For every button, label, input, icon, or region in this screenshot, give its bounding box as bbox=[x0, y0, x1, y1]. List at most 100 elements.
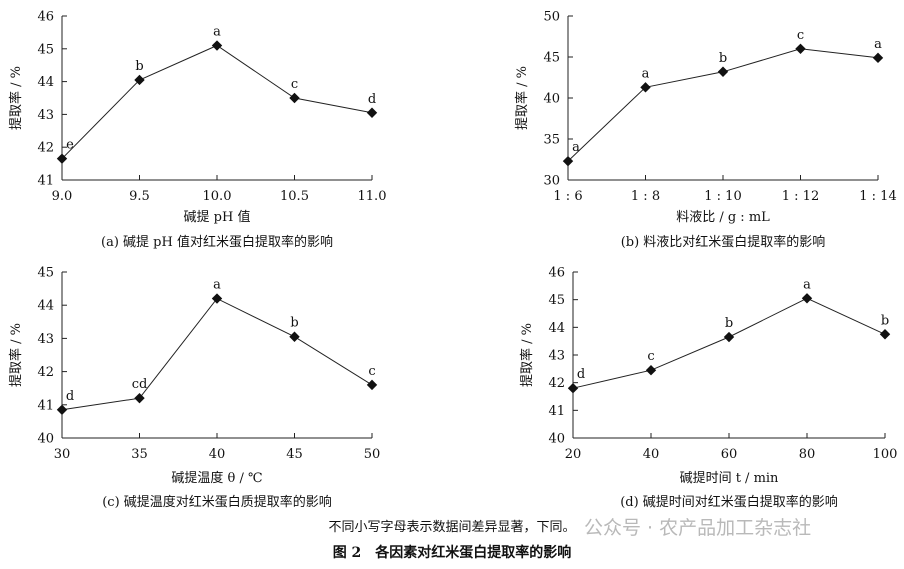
panel-caption: (d) 碱提时间对红米蛋白提取率的影响 bbox=[620, 494, 838, 510]
y-tick-label: 42 bbox=[37, 141, 54, 156]
x-tick-label: 9.5 bbox=[129, 189, 150, 204]
x-axis-label: 碱提温度 θ / ℃ bbox=[171, 470, 262, 486]
x-tick-label: 10.0 bbox=[203, 189, 232, 204]
y-tick-label: 45 bbox=[37, 42, 54, 57]
significance-label: a bbox=[213, 25, 221, 40]
y-tick-label: 42 bbox=[548, 376, 565, 391]
significance-label: c bbox=[368, 364, 375, 379]
x-tick-label: 30 bbox=[54, 447, 71, 462]
significance-label: a bbox=[874, 37, 882, 52]
y-tick-label: 46 bbox=[548, 266, 565, 281]
y-tick-label: 45 bbox=[548, 293, 565, 308]
y-tick-label: 30 bbox=[543, 174, 560, 189]
x-axis-label: 碱提 pH 值 bbox=[184, 209, 251, 225]
y-tick-label: 50 bbox=[543, 10, 560, 25]
watermark: 公众号 · 农产品加工杂志社 bbox=[584, 517, 811, 539]
y-tick-label: 35 bbox=[543, 133, 560, 148]
y-tick-label: 43 bbox=[548, 349, 565, 364]
x-tick-label: 40 bbox=[209, 447, 226, 462]
x-tick-label: 9.0 bbox=[52, 189, 73, 204]
y-tick-label: 41 bbox=[548, 404, 565, 419]
y-tick-label: 41 bbox=[37, 398, 54, 413]
y-axis-label: 提取率 / % bbox=[8, 323, 24, 387]
x-tick-label: 60 bbox=[721, 447, 738, 462]
x-tick-label: 100 bbox=[873, 447, 898, 462]
y-tick-label: 40 bbox=[37, 432, 54, 447]
panel-caption: (a) 碱提 pH 值对红米蛋白提取率的影响 bbox=[101, 234, 333, 250]
significance-label: c bbox=[797, 28, 804, 43]
x-tick-label: 11.0 bbox=[358, 189, 387, 204]
data-point-marker bbox=[211, 293, 223, 304]
data-point-marker bbox=[289, 331, 300, 342]
series-line bbox=[61, 44, 373, 160]
significance-label: a bbox=[642, 66, 650, 81]
x-axis-label: 料液比 / g : mL bbox=[676, 210, 770, 225]
chart-panel: 41 42 43 44 45 46 9.0 9.5 10.0 10.5 11.0 碱提 pH 值 提取率… bbox=[8, 10, 386, 251]
data-point-marker bbox=[872, 52, 884, 64]
data-point-marker bbox=[562, 155, 574, 167]
significance-label: d bbox=[368, 92, 376, 107]
chart-panel: 30 35 40 45 50 1 : 6 1 : 8 1 : 10 1 : 12 1 : 14 料液… bbox=[514, 10, 897, 251]
y-tick-label: 40 bbox=[543, 92, 560, 107]
data-point-marker bbox=[134, 392, 145, 404]
y-tick-label: 43 bbox=[37, 108, 54, 123]
figure-note: 不同小写字母表示数据间差异显著，下同。 bbox=[328, 520, 575, 535]
y-tick-label: 41 bbox=[37, 174, 54, 189]
x-tick-label: 45 bbox=[286, 447, 303, 462]
data-point-marker bbox=[879, 329, 891, 340]
x-axis-label: 碱提时间 t / min bbox=[680, 470, 779, 486]
y-tick-label: 40 bbox=[548, 432, 565, 447]
data-point-marker bbox=[366, 379, 378, 391]
data-point-marker bbox=[567, 383, 579, 394]
x-tick-label: 80 bbox=[799, 447, 816, 462]
significance-label: c bbox=[647, 349, 654, 364]
data-point-marker bbox=[56, 153, 68, 164]
x-tick-label: 20 bbox=[565, 447, 582, 462]
significance-label: cd bbox=[132, 377, 148, 392]
y-tick-label: 44 bbox=[37, 299, 54, 314]
data-point-marker bbox=[211, 40, 223, 51]
x-tick-label: 1 : 12 bbox=[782, 189, 819, 204]
x-tick-label: 1 : 6 bbox=[553, 189, 582, 204]
y-tick-label: 45 bbox=[543, 51, 560, 66]
y-tick-label: 44 bbox=[37, 75, 54, 90]
data-point-marker bbox=[366, 107, 378, 118]
significance-label: d bbox=[577, 367, 585, 382]
x-tick-label: 1 : 10 bbox=[704, 189, 741, 204]
significance-label: b bbox=[135, 59, 143, 74]
y-tick-label: 45 bbox=[37, 266, 54, 281]
x-tick-label: 35 bbox=[131, 447, 148, 462]
series-line bbox=[61, 297, 373, 411]
y-tick-label: 43 bbox=[37, 332, 54, 347]
x-tick-label: 10.5 bbox=[280, 189, 309, 204]
significance-label: a bbox=[572, 140, 580, 155]
y-axis-label: 提取率 / % bbox=[8, 66, 24, 130]
x-tick-label: 1 : 14 bbox=[859, 189, 896, 204]
y-axis-label: 提取率 / % bbox=[514, 66, 530, 130]
data-point-marker bbox=[640, 82, 651, 93]
y-tick-label: 46 bbox=[37, 10, 54, 25]
data-point-marker bbox=[717, 66, 729, 77]
chart-panel: 40 41 42 43 44 45 30 35 40 45 50 碱提温度 θ / ℃ 提取率 / % (… bbox=[8, 266, 380, 511]
panel-caption: (c) 碱提温度对红米蛋白质提取率的影响 bbox=[102, 494, 332, 510]
significance-label: b bbox=[719, 51, 727, 66]
significance-label: c bbox=[291, 77, 298, 92]
significance-label: d bbox=[66, 389, 74, 404]
series-line bbox=[572, 297, 886, 389]
data-point-marker bbox=[801, 293, 813, 304]
data-point-marker bbox=[645, 365, 657, 376]
significance-label: a bbox=[213, 278, 221, 293]
data-point-marker bbox=[289, 92, 300, 104]
data-point-marker bbox=[56, 404, 68, 415]
x-tick-label: 1 : 8 bbox=[631, 189, 660, 204]
x-tick-label: 50 bbox=[364, 447, 381, 462]
y-axis-label: 提取率 / % bbox=[519, 323, 535, 387]
data-point-marker bbox=[795, 43, 806, 54]
significance-label: b bbox=[881, 313, 889, 328]
x-tick-label: 40 bbox=[643, 447, 660, 462]
y-tick-label: 42 bbox=[37, 365, 54, 380]
significance-label: b bbox=[290, 316, 298, 331]
significance-label: a bbox=[803, 277, 811, 292]
